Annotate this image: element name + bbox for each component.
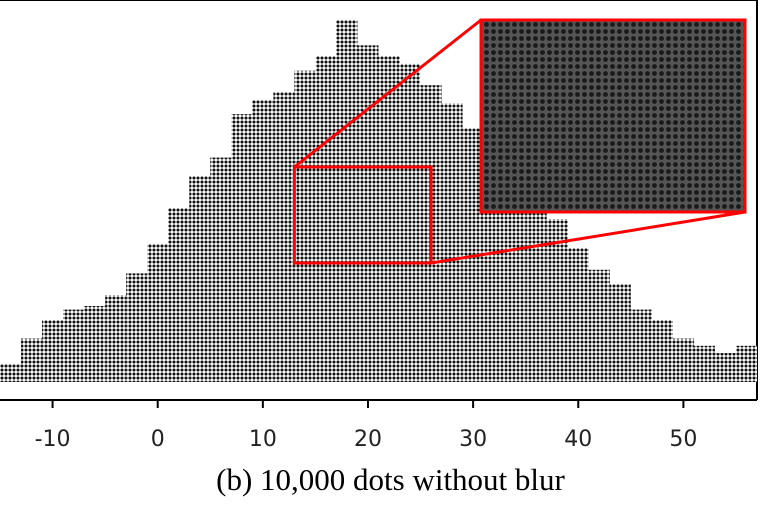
x-axis-ticks: -10 0 10 20 30 40 50 (35, 400, 697, 452)
dot-column (189, 175, 211, 382)
dot-column (126, 273, 148, 382)
dot-column (588, 269, 610, 382)
dot-column (105, 295, 127, 382)
dot-column (42, 320, 64, 382)
zoom-region-rectangle (292, 165, 433, 265)
dot-column (630, 309, 652, 382)
dot-column (252, 99, 274, 382)
x-tick-label: 10 (249, 427, 277, 452)
figure-caption: (b) 10,000 dots without blur (216, 462, 565, 497)
dot-column (609, 284, 631, 382)
dot-column (504, 164, 526, 382)
x-tick-label: 20 (354, 427, 382, 452)
dot-column (21, 338, 43, 382)
dot-column (693, 345, 715, 382)
dot-column (273, 92, 295, 383)
x-tick-label: 40 (564, 427, 592, 452)
plot-frame (0, 0, 758, 401)
dot-column (378, 56, 400, 382)
dot-column (567, 248, 589, 382)
x-tick-label: 30 (459, 427, 487, 452)
dot-column (168, 208, 190, 382)
dot-column (63, 309, 85, 382)
x-tick-label: 50 (669, 427, 697, 452)
dot-column (315, 56, 337, 382)
dot-column (735, 345, 757, 382)
zoom-inset-panel (479, 18, 747, 214)
zoom-connector-line (293, 18, 482, 169)
dot-column (231, 114, 253, 383)
dot-column (546, 219, 568, 382)
dot-column (525, 193, 547, 382)
dot-column (210, 157, 232, 382)
dot-column (672, 338, 694, 382)
dot-column (84, 305, 106, 382)
dot-column (357, 45, 379, 383)
dot-column (714, 353, 736, 382)
dot-column (441, 103, 463, 382)
dot-column (651, 320, 673, 382)
zoom-connector-line (430, 210, 746, 265)
dot-column (399, 63, 421, 382)
x-tick-label: 0 (151, 427, 165, 452)
dot-column (294, 70, 316, 383)
dot-column (336, 20, 358, 382)
dot-column (147, 244, 169, 382)
x-tick-label: -10 (35, 427, 71, 452)
dot-column (0, 363, 22, 382)
